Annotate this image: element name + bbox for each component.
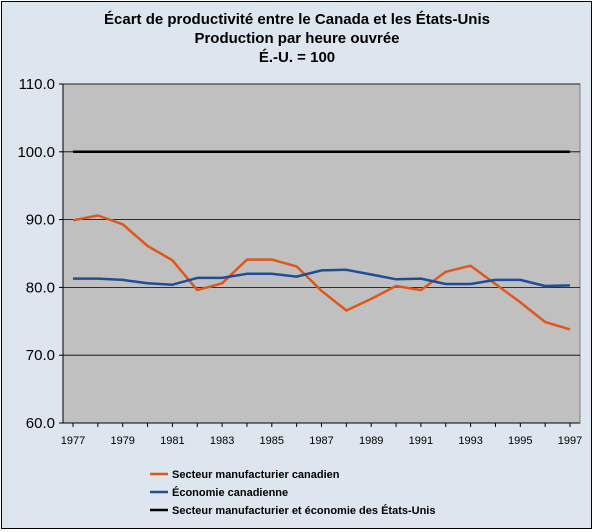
x-tick-label: 1979 bbox=[110, 435, 134, 447]
legend: Secteur manufacturier canadien Économie c… bbox=[150, 469, 435, 517]
y-tick-label: 70.0 bbox=[26, 347, 55, 364]
chart-title-line-1: Écart de productivité entre le Canada et… bbox=[104, 11, 490, 28]
x-tick-label: 1983 bbox=[210, 435, 234, 447]
legend-label: Secteur manufacturier canadien bbox=[172, 469, 340, 481]
x-tick-label: 1997 bbox=[558, 435, 582, 447]
x-tick-label: 1981 bbox=[160, 435, 184, 447]
x-tick-label: 1977 bbox=[61, 435, 85, 447]
y-tick-label: 80.0 bbox=[26, 279, 55, 296]
x-axis-ticks: 1977 1979 1981 1983 1985 1987 1989 1991 1993 1995… bbox=[61, 84, 582, 447]
chart-title-line-2: Production par heure ouvrée bbox=[194, 30, 399, 47]
y-tick-label: 90.0 bbox=[26, 212, 55, 229]
y-tick-label: 110.0 bbox=[19, 76, 55, 93]
y-tick-label: 60.0 bbox=[26, 415, 55, 432]
legend-label: Économie canadienne bbox=[172, 486, 288, 499]
x-tick-label: 1985 bbox=[260, 435, 284, 447]
x-tick-label: 1995 bbox=[508, 435, 532, 447]
series-line-2 bbox=[73, 268, 571, 288]
x-tick-label: 1989 bbox=[359, 435, 383, 447]
chart-title: Écart de productivité entre le Canada et… bbox=[104, 11, 490, 66]
plot-area bbox=[62, 83, 581, 424]
y-tick-label: 100.0 bbox=[17, 144, 55, 161]
chart-title-line-3: É.-U. = 100 bbox=[259, 49, 335, 66]
series-line-1 bbox=[72, 214, 571, 331]
y-axis-ticks: 60.0 70.0 80.0 90.0 100.0 110.0 bbox=[17, 76, 63, 432]
x-tick-label: 1987 bbox=[309, 435, 333, 447]
series-lines bbox=[72, 150, 571, 331]
legend-label: Secteur manufacturier et économie des Ét… bbox=[172, 504, 435, 517]
x-tick-label: 1991 bbox=[409, 435, 433, 447]
x-tick-label: 1993 bbox=[458, 435, 482, 447]
